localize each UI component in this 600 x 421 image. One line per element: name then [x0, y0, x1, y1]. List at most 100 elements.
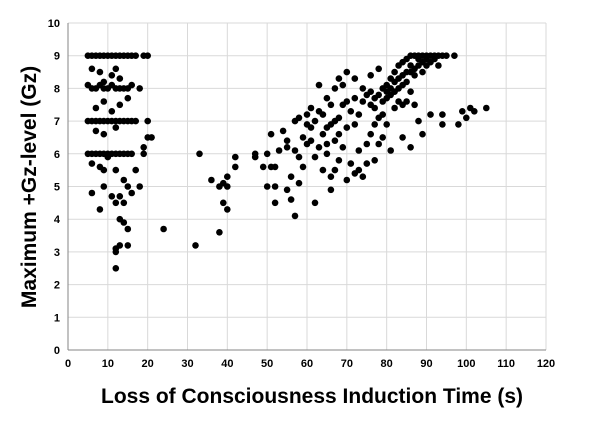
data-point — [92, 127, 100, 135]
data-point — [303, 111, 311, 118]
data-point — [331, 137, 339, 144]
data-point — [359, 173, 367, 180]
data-point — [100, 166, 108, 174]
data-point — [251, 153, 259, 161]
data-point — [323, 94, 331, 102]
y-tick-label: 2 — [54, 280, 60, 292]
x-tick-label: 80 — [381, 358, 393, 370]
data-point — [459, 108, 466, 115]
data-point — [415, 117, 422, 125]
data-point — [343, 124, 351, 131]
data-point — [375, 65, 383, 73]
y-tick-label: 4 — [54, 214, 61, 226]
data-point — [327, 101, 335, 109]
data-point — [112, 166, 120, 174]
data-point — [132, 52, 139, 59]
data-point — [427, 111, 434, 118]
data-point — [140, 144, 147, 151]
data-point — [451, 52, 458, 59]
data-point — [307, 124, 315, 131]
data-point — [232, 163, 239, 171]
data-point — [299, 134, 307, 141]
data-point — [128, 81, 135, 89]
data-point — [112, 124, 120, 131]
y-tick-label: 5 — [54, 182, 60, 194]
data-point — [108, 193, 116, 200]
data-point — [283, 137, 291, 144]
data-point — [136, 183, 143, 190]
data-point — [295, 179, 303, 187]
data-point — [391, 104, 398, 112]
data-point — [331, 85, 339, 92]
data-point — [311, 199, 319, 207]
data-point — [283, 144, 291, 151]
data-point — [100, 183, 108, 190]
data-point — [160, 225, 167, 233]
data-points — [84, 52, 490, 272]
data-point — [216, 229, 223, 236]
data-point — [112, 265, 120, 272]
data-point — [407, 144, 414, 151]
data-point — [299, 163, 307, 171]
data-point — [359, 98, 367, 105]
data-point — [307, 104, 315, 112]
x-tick-label: 20 — [142, 358, 154, 370]
data-point — [259, 163, 267, 171]
data-point — [359, 85, 367, 92]
data-point — [271, 183, 279, 190]
x-tick-label: 30 — [181, 358, 193, 370]
data-point — [295, 153, 303, 161]
data-point — [419, 68, 426, 76]
data-point — [355, 166, 363, 174]
data-point — [335, 114, 343, 122]
data-point — [335, 75, 343, 82]
data-point — [224, 173, 231, 180]
data-point — [315, 144, 323, 151]
data-point — [315, 81, 323, 89]
data-point — [271, 199, 279, 207]
data-point — [108, 72, 116, 79]
axes — [67, 23, 546, 351]
data-point — [88, 65, 96, 73]
data-point — [295, 114, 303, 122]
data-point — [120, 219, 128, 226]
data-point — [132, 117, 139, 125]
y-tick-label: 8 — [54, 83, 60, 95]
x-tick-label: 0 — [65, 358, 71, 370]
data-point — [287, 196, 295, 203]
data-point — [144, 117, 151, 125]
data-point — [208, 176, 215, 184]
data-point — [463, 114, 470, 122]
data-point — [411, 72, 418, 79]
data-point — [439, 121, 446, 128]
y-tick-label: 9 — [54, 51, 60, 63]
data-point — [120, 176, 128, 184]
data-point — [124, 94, 132, 102]
data-point — [367, 72, 375, 79]
data-point — [283, 186, 291, 194]
data-point — [140, 150, 147, 158]
data-point — [483, 104, 490, 112]
data-point — [192, 242, 199, 249]
data-point — [124, 242, 132, 249]
data-point — [351, 94, 359, 102]
data-point — [88, 160, 96, 167]
data-point — [335, 157, 343, 164]
y-tick-label: 0 — [54, 345, 60, 357]
data-point — [271, 163, 279, 171]
data-point — [419, 130, 426, 138]
data-point — [443, 52, 450, 59]
data-point — [128, 189, 135, 197]
data-point — [323, 150, 331, 158]
data-point — [92, 104, 100, 112]
y-tick-label: 1 — [54, 312, 60, 324]
data-point — [399, 134, 406, 141]
data-point — [379, 134, 387, 141]
data-point — [455, 121, 462, 128]
data-point — [391, 68, 398, 76]
data-point — [112, 65, 120, 73]
data-point — [224, 183, 231, 190]
data-point — [343, 68, 351, 76]
data-point — [323, 140, 331, 148]
